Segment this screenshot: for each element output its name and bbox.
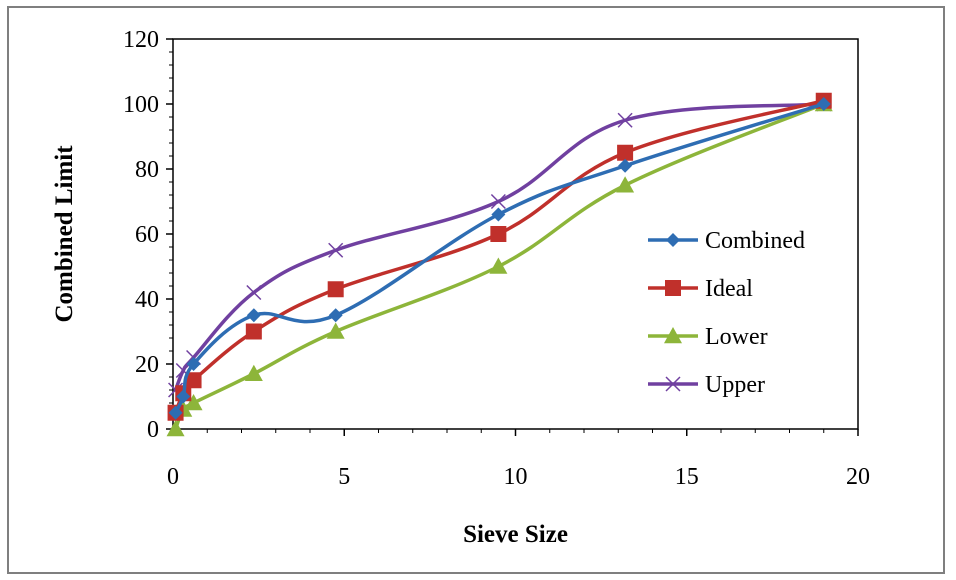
combined-point	[186, 357, 201, 371]
ideal-point	[617, 144, 634, 161]
ideal-point	[245, 323, 262, 340]
upper-point	[328, 242, 344, 258]
legend-swatch-marker	[666, 233, 680, 247]
y-axis-title: Combined Limit	[51, 145, 78, 323]
combined-point	[328, 308, 343, 323]
tick-labels: 0 20 40 60 80 100 120 0 5 10 15 20	[123, 27, 870, 490]
combined-point	[618, 158, 633, 173]
legend-swatch-marker	[664, 327, 682, 344]
y-tick-label: 40	[135, 287, 159, 313]
lower-point	[489, 257, 508, 274]
x-marker-stroke	[665, 376, 681, 392]
legend-swatch-marker	[665, 280, 681, 296]
upper-point	[246, 284, 262, 301]
y-tick-label: 80	[135, 157, 159, 183]
ideal-point	[185, 372, 202, 389]
combined-point	[491, 207, 506, 222]
lower-point	[184, 394, 203, 411]
legend-label: Upper	[705, 372, 765, 398]
legend-label: Ideal	[705, 276, 753, 302]
y-tick-label: 0	[147, 417, 159, 443]
ideal-point	[327, 281, 344, 298]
lower-point	[616, 176, 635, 193]
x-tick-label: 10	[504, 464, 528, 490]
combined-point	[176, 389, 191, 404]
y-tick-label: 20	[135, 352, 159, 378]
x-tick-label: 20	[846, 464, 870, 490]
legend-swatch-marker	[665, 376, 681, 392]
x-tick-label: 0	[167, 464, 179, 490]
combined-point	[816, 97, 831, 111]
y-tick-label: 120	[123, 27, 159, 53]
x-marker-stroke	[617, 112, 633, 128]
combined-point	[246, 308, 261, 323]
lower-point	[244, 364, 263, 381]
legend: Combined Ideal Lower Upper	[648, 228, 805, 398]
legend-item-combined: Combined	[648, 228, 805, 254]
y-tick-label: 60	[135, 222, 159, 248]
ideal-point	[490, 226, 507, 242]
legend-item-ideal: Ideal	[648, 276, 753, 302]
series-layer	[166, 92, 833, 437]
upper-point	[617, 112, 633, 128]
x-tick-label: 15	[675, 464, 699, 490]
combined-line	[173, 102, 826, 415]
x-marker-stroke	[490, 193, 506, 210]
lower-point	[166, 420, 185, 437]
chart-frame	[7, 6, 945, 574]
series-combined	[168, 97, 831, 420]
combined-point	[168, 405, 183, 420]
x-tick-label: 5	[338, 464, 350, 490]
x-axis-title: Sieve Size	[463, 521, 568, 548]
axes	[166, 38, 859, 436]
legend-label: Lower	[705, 324, 768, 350]
legend-label: Combined	[705, 228, 805, 254]
y-tick-label: 100	[123, 92, 159, 118]
upper-line	[173, 102, 826, 392]
legend-item-upper: Upper	[648, 372, 765, 398]
lower-point	[326, 322, 345, 339]
ideal-line	[173, 99, 826, 415]
x-marker-stroke	[246, 284, 262, 301]
x-marker-stroke	[328, 242, 344, 258]
x-marker-stroke	[175, 362, 191, 379]
upper-point	[490, 193, 506, 210]
legend-item-lower: Lower	[648, 324, 768, 350]
